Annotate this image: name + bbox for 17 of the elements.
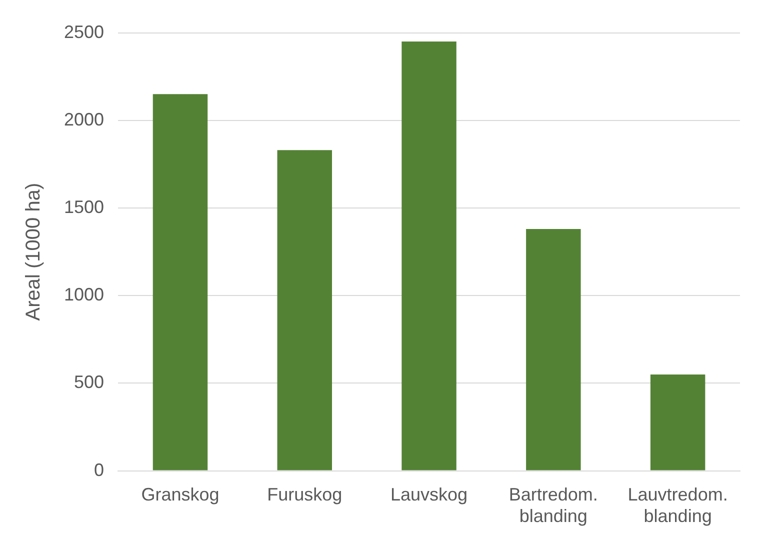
x-tick-label: Granskog xyxy=(141,484,220,505)
x-tick-label: Bartredom. blanding xyxy=(508,484,598,526)
y-tick-label: 2000 xyxy=(64,109,104,130)
y-tick-label: 500 xyxy=(74,372,104,392)
bar xyxy=(277,150,332,470)
x-tick-label: Lauvskog xyxy=(390,484,468,505)
bar xyxy=(526,229,581,470)
y-tick-label: 1500 xyxy=(64,196,104,217)
y-axis-title: Areal (1000 ha) xyxy=(22,182,45,321)
y-tick-label: 2500 xyxy=(64,22,104,42)
x-tick-label: Lauvtredom. blanding xyxy=(628,484,728,526)
bar xyxy=(402,42,456,470)
y-tick-label: 1000 xyxy=(64,284,104,305)
bar xyxy=(152,94,208,470)
y-tick-label: 0 xyxy=(94,460,104,480)
bar xyxy=(650,374,706,470)
x-tick-label: Furuskog xyxy=(267,484,342,505)
